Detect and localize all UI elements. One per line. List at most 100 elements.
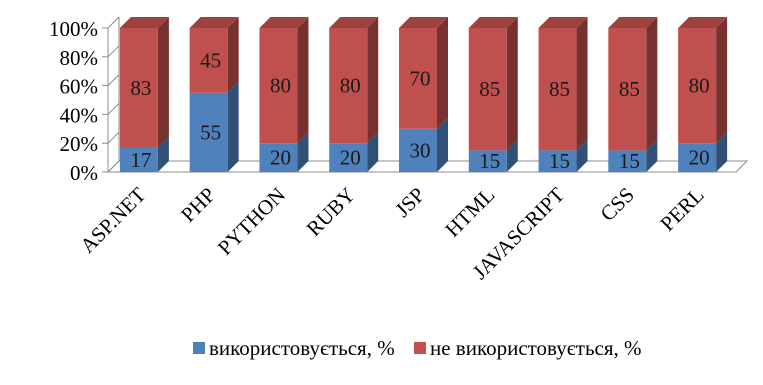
data-label: 85 [479,77,500,101]
bar-side [227,81,239,172]
bar-segment [189,28,228,93]
bar-segment [259,143,298,172]
x-category-label: ASP.NET [75,182,150,257]
bar-side [716,132,728,172]
bar-group [678,17,728,172]
bar-top [608,17,658,28]
y-tick-label: 80% [60,46,99,70]
x-category-label: PHP [176,183,220,227]
y-tick-depth [107,74,120,86]
bar-side [437,17,448,129]
bar-segment [608,28,647,151]
bar-segment [329,143,368,172]
y-tick-label: 40% [60,103,99,127]
y-tick-label: 100% [49,17,98,41]
y-tick-depth [107,160,120,173]
bar-side [576,17,588,151]
y-tick-label: 20% [60,132,99,156]
bar-segment [468,150,507,172]
legend-swatch [193,342,205,354]
x-category-label: HTML [440,183,499,242]
bar-top [119,17,169,28]
bar-group [538,17,588,172]
bar-side [576,139,588,172]
bar-group [329,17,379,172]
x-category-label: PYTHON [213,183,290,260]
bar-top [468,17,518,28]
bar-segment [608,150,647,172]
bar-top [678,17,728,28]
data-label: 85 [619,77,640,101]
bar-side [646,17,658,151]
data-label: 80 [270,74,291,98]
chart-bars [119,17,728,172]
bar-segment [538,150,577,172]
y-tick-depth [107,103,120,115]
bar-segment [329,28,368,144]
data-label: 80 [340,74,361,98]
bar-side [157,136,169,172]
bar-side [157,17,169,148]
bar-side [227,17,239,93]
data-label: 20 [689,146,710,170]
data-label: 15 [549,149,570,173]
bar-segment [189,92,228,172]
bar-side [367,17,379,144]
bar-side [506,139,518,172]
bar-group [608,17,658,172]
data-label: 45 [200,48,221,72]
chart-data-labels: 17 83 55 45 20 80 20 80 30 70 15 85 15 85 15 85 20 80 [130,48,709,173]
data-label: 15 [479,149,500,173]
data-label: 20 [270,146,291,170]
data-label: 17 [130,148,151,172]
legend-swatch [414,342,426,354]
bar-top [189,17,239,28]
bar-side [297,132,309,172]
bar-segment [259,28,298,144]
y-tick-label: 60% [60,75,99,99]
legend-label: використовується, % [209,336,395,360]
x-category-label: RUBY [302,183,360,241]
bar-segment [538,28,577,151]
y-tick-depth [107,45,120,58]
bar-side [437,117,448,172]
bar-side [716,17,728,144]
bar-segment [399,128,437,172]
x-category-label: JSP [390,183,429,222]
bar-side [367,132,379,172]
bar-top [329,17,379,28]
bar-top [259,17,309,28]
bar-top [538,17,588,28]
bar-side [297,17,309,144]
data-label: 85 [549,77,570,101]
data-label: 80 [689,74,710,98]
legend-label: не використовується, % [430,336,642,360]
bar-segment [678,28,717,144]
bar-segment [399,28,437,129]
data-label: 83 [130,76,151,100]
x-category-label: CSS [595,183,638,226]
chart-legend: використовується, % не використовується, … [193,336,642,360]
bar-group [468,17,518,172]
data-label: 15 [619,149,640,173]
bar-segment [119,147,158,172]
data-label: 20 [340,146,361,170]
x-category-label: PERL [655,183,708,236]
bar-segment [678,143,717,172]
bar-group [189,17,239,172]
bar-segment [468,28,507,151]
y-tick-depth [107,16,120,29]
data-label: 70 [410,66,431,90]
bar-segment [119,28,158,148]
data-label: 30 [410,138,431,162]
bar-group [259,17,309,172]
bar-group [119,17,169,172]
bar-side [646,139,658,172]
bar-group [399,17,448,172]
y-tick-label: 0% [70,161,98,185]
bar-top [399,17,448,28]
y-tick-depth [107,131,120,144]
bar-side [506,17,518,151]
